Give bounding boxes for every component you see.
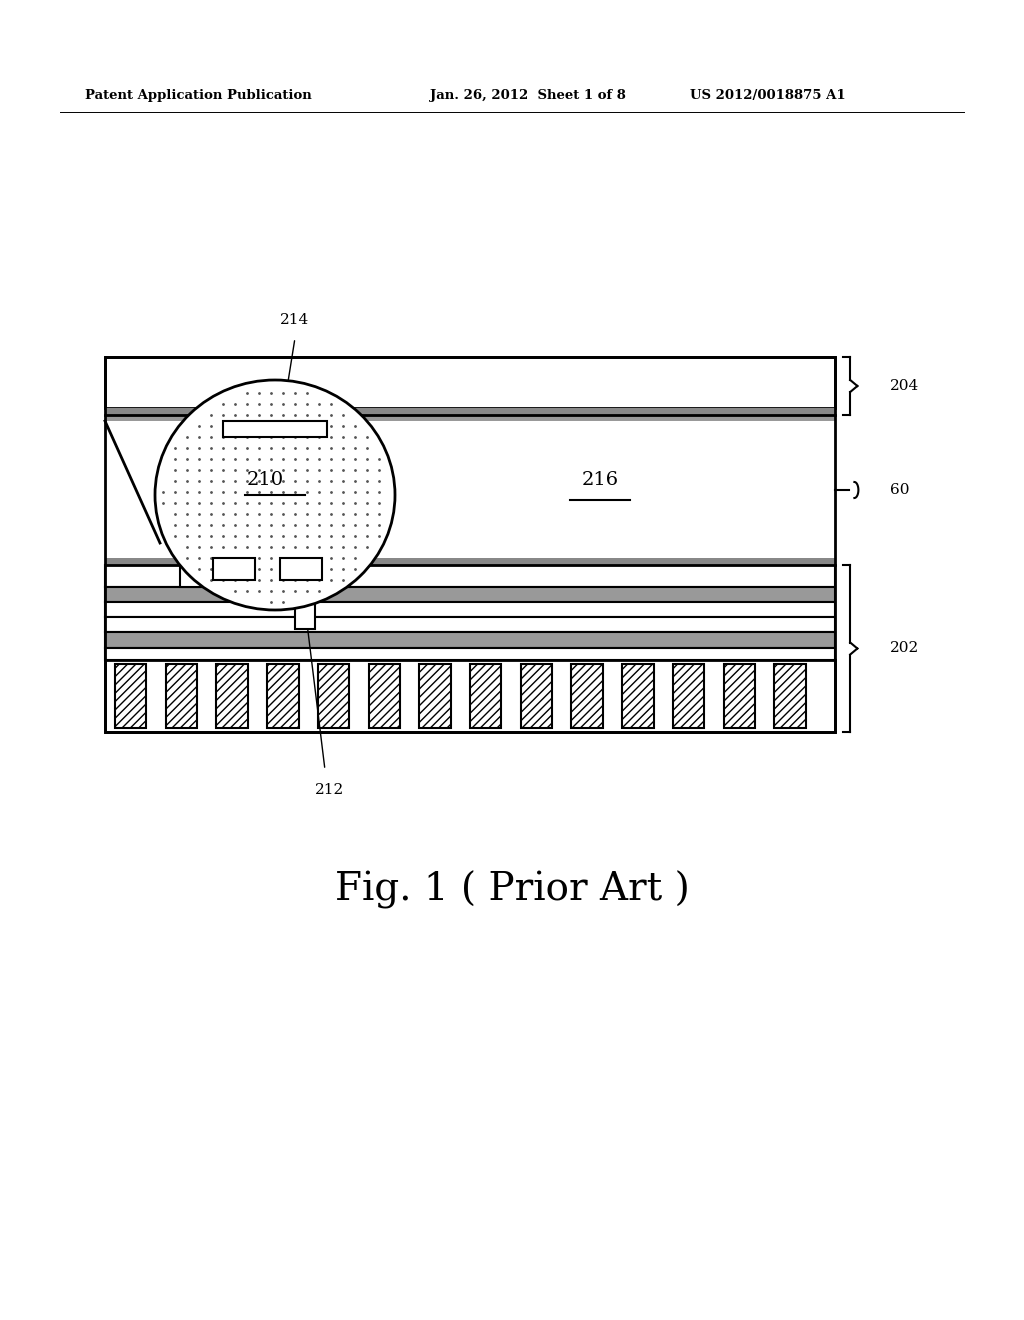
- Bar: [105, 414, 835, 418]
- Bar: [521, 664, 552, 729]
- Bar: [105, 616, 835, 632]
- Text: Fig. 1 ( Prior Art ): Fig. 1 ( Prior Art ): [335, 871, 689, 909]
- Text: 60: 60: [890, 483, 909, 498]
- Text: 202: 202: [890, 642, 920, 656]
- Bar: [724, 664, 755, 729]
- Bar: [623, 664, 653, 729]
- Bar: [213, 558, 255, 579]
- Text: Jan. 26, 2012  Sheet 1 of 8: Jan. 26, 2012 Sheet 1 of 8: [430, 88, 626, 102]
- Bar: [317, 664, 349, 729]
- Text: 212: 212: [315, 783, 345, 797]
- Bar: [105, 408, 835, 414]
- Bar: [105, 648, 835, 660]
- Ellipse shape: [155, 380, 395, 610]
- Bar: [105, 558, 835, 565]
- Bar: [216, 664, 248, 729]
- Bar: [280, 558, 322, 579]
- Bar: [295, 565, 350, 587]
- Bar: [369, 664, 400, 729]
- Text: 214: 214: [281, 313, 309, 327]
- Bar: [105, 632, 835, 648]
- Text: Patent Application Publication: Patent Application Publication: [85, 88, 311, 102]
- Bar: [115, 664, 146, 729]
- Bar: [470, 664, 502, 729]
- Bar: [105, 414, 835, 421]
- Bar: [223, 421, 327, 437]
- Bar: [774, 664, 806, 729]
- Bar: [105, 587, 835, 602]
- Text: 210: 210: [247, 471, 284, 488]
- Bar: [105, 660, 835, 733]
- Text: 216: 216: [582, 471, 618, 488]
- Bar: [571, 664, 603, 729]
- Bar: [267, 664, 299, 729]
- Text: US 2012/0018875 A1: US 2012/0018875 A1: [690, 88, 846, 102]
- Bar: [105, 602, 835, 616]
- Bar: [180, 565, 255, 587]
- Bar: [166, 664, 198, 729]
- Bar: [419, 664, 451, 729]
- Bar: [673, 664, 705, 729]
- Bar: [105, 356, 835, 408]
- Bar: [105, 356, 835, 733]
- Bar: [215, 418, 325, 437]
- Bar: [105, 565, 835, 587]
- Text: 204: 204: [890, 379, 920, 393]
- Bar: [295, 602, 315, 630]
